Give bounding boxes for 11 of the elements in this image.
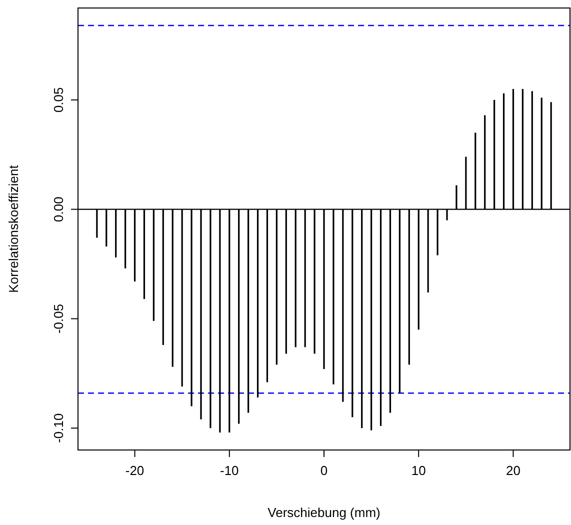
y-tick-label: -0.10	[51, 413, 66, 443]
x-tick-label: 10	[411, 463, 426, 478]
y-axis-title: Korrelationskoeffizient	[6, 164, 21, 293]
y-tick-label: 0.00	[51, 196, 66, 222]
x-tick-label: 0	[320, 463, 328, 478]
y-tick-label: 0.05	[51, 87, 66, 113]
x-axis-title: Verschiebung (mm)	[268, 505, 380, 520]
y-tick-label: -0.05	[51, 304, 66, 334]
x-tick-label: 20	[506, 463, 520, 478]
x-tick-label: -20	[125, 463, 144, 478]
x-tick-label: -10	[220, 463, 239, 478]
